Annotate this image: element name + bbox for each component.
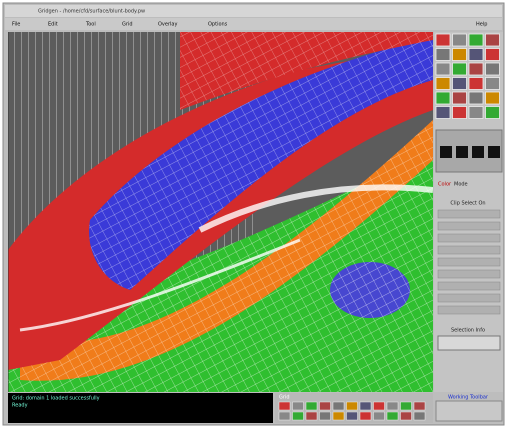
tool-button[interactable] <box>319 401 331 411</box>
tool-button[interactable] <box>413 411 426 421</box>
bottom-tools <box>278 401 426 421</box>
menu-item[interactable]: Tool <box>85 22 96 28</box>
list-slot[interactable] <box>437 281 501 291</box>
tool-button[interactable] <box>435 91 451 105</box>
tool-button[interactable] <box>485 91 500 105</box>
tool-button[interactable] <box>468 33 484 47</box>
tool-grid <box>435 33 500 119</box>
viewport <box>8 32 433 392</box>
tool-button[interactable] <box>346 411 358 421</box>
swatch <box>472 146 484 158</box>
tool-button[interactable] <box>400 411 412 421</box>
tool-button[interactable] <box>468 77 484 90</box>
menu-bar <box>5 18 502 30</box>
tool-button[interactable] <box>468 91 484 105</box>
tool-button[interactable] <box>435 33 451 47</box>
tool-button[interactable] <box>485 62 500 76</box>
menu: File Edit Tool Grid Overlay Options Help <box>12 22 487 28</box>
list-slot[interactable] <box>437 305 501 315</box>
tool-button[interactable] <box>278 411 291 421</box>
console-line: Ready <box>12 403 28 409</box>
tool-button[interactable] <box>452 33 467 47</box>
tool-button[interactable] <box>452 106 467 119</box>
tool-button[interactable] <box>413 401 426 411</box>
tool-button[interactable] <box>373 411 385 421</box>
tool-button[interactable] <box>305 411 318 421</box>
tool-button[interactable] <box>485 48 500 61</box>
menu-item[interactable]: Options <box>208 22 228 28</box>
tool-button[interactable] <box>468 48 484 61</box>
list-slot[interactable] <box>437 233 501 243</box>
toolbar-title: Working Toolbar <box>448 395 489 401</box>
list-slot[interactable] <box>437 269 501 279</box>
list-slot[interactable] <box>437 293 501 303</box>
tool-button[interactable] <box>485 77 500 90</box>
list-slot[interactable] <box>437 209 501 219</box>
tool-button[interactable] <box>332 411 345 421</box>
menu-item[interactable]: File <box>12 22 20 28</box>
list-slot[interactable] <box>437 221 501 231</box>
mode-label: Mode <box>454 182 468 188</box>
info-box <box>437 335 501 351</box>
tool-button[interactable] <box>292 401 304 411</box>
list-slot[interactable] <box>437 245 501 255</box>
tool-button[interactable] <box>400 401 412 411</box>
tool-button[interactable] <box>346 401 358 411</box>
color-label: Color <box>438 182 452 188</box>
tool-button[interactable] <box>435 62 451 76</box>
console-line: Grid: domain 1 loaded successfully <box>12 396 100 402</box>
tool-button[interactable] <box>278 401 291 411</box>
info-title: Selection Info <box>451 328 485 334</box>
menu-item[interactable]: Overlay <box>158 22 177 28</box>
tool-button[interactable] <box>435 77 451 90</box>
toolbar-box <box>435 400 503 422</box>
list-title: Clip Select On <box>450 201 485 207</box>
title-bar <box>5 5 502 17</box>
tool-button[interactable] <box>468 106 484 119</box>
toolbar-subtitle: Grid <box>279 395 290 401</box>
tool-button[interactable] <box>435 48 451 61</box>
swatch <box>488 146 500 158</box>
tool-button[interactable] <box>468 62 484 76</box>
tool-button[interactable] <box>319 411 331 421</box>
tool-button[interactable] <box>359 411 372 421</box>
tool-button[interactable] <box>452 62 467 76</box>
tool-button[interactable] <box>435 106 451 119</box>
tool-button[interactable] <box>452 91 467 105</box>
menu-item[interactable]: Edit <box>48 22 58 28</box>
console <box>8 393 273 423</box>
tool-button[interactable] <box>359 401 372 411</box>
tool-button[interactable] <box>305 401 318 411</box>
tool-button[interactable] <box>452 48 467 61</box>
tool-button[interactable] <box>373 401 385 411</box>
tool-button[interactable] <box>485 33 500 47</box>
tool-button[interactable] <box>292 411 304 421</box>
tool-button[interactable] <box>485 106 500 119</box>
window-title: Gridgen - /home/cfd/surface/blunt-body.p… <box>38 9 145 15</box>
list <box>437 209 501 315</box>
list-slot[interactable] <box>437 257 501 267</box>
menu-item[interactable]: Grid <box>122 22 133 28</box>
tool-button[interactable] <box>386 411 399 421</box>
tool-button[interactable] <box>452 77 467 90</box>
swatch <box>440 146 452 158</box>
tool-button[interactable] <box>386 401 399 411</box>
swatch <box>456 146 468 158</box>
tool-button[interactable] <box>332 401 345 411</box>
menu-item[interactable]: Help <box>476 22 487 28</box>
